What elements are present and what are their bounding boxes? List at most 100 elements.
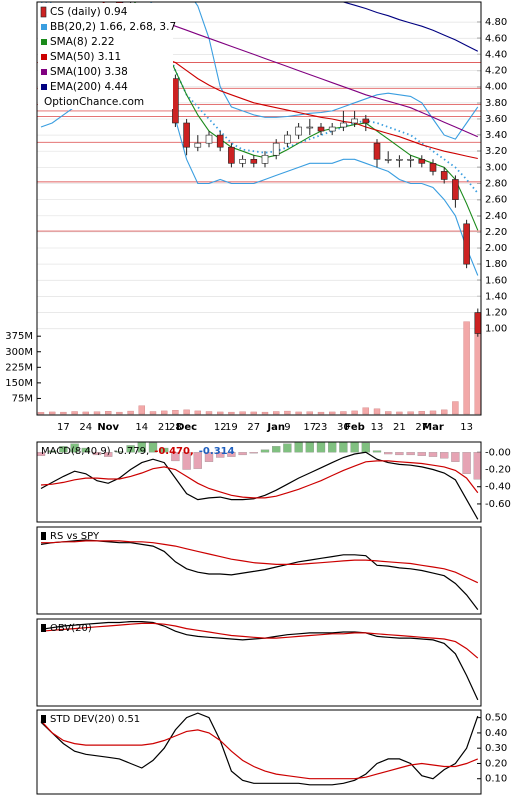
x-tick-label: 13 (460, 422, 473, 433)
histogram-bar (272, 446, 281, 453)
y-tick-label: -0.00 (485, 447, 511, 458)
volume-bar (441, 409, 448, 415)
volume-bar (385, 411, 392, 415)
indicator-line (117, 2, 479, 138)
legend-label: EMA(200) 4.44 (50, 81, 128, 93)
x-tick-label: 17 (57, 422, 70, 433)
legend-label: BB(20,2) 1.66, 2.68, 3.7 (50, 21, 176, 33)
y-tick-label: 2.80 (485, 178, 507, 189)
histogram-bar (260, 449, 270, 453)
legend-label: SMA(8) 2.22 (50, 36, 115, 48)
histogram-bar (104, 452, 113, 457)
x-tick-label: Jan (266, 422, 285, 433)
histogram-bar (70, 443, 79, 453)
histogram-bar (462, 452, 471, 474)
candle-body (194, 142, 202, 148)
indicator-line (40, 720, 479, 780)
candle-body (183, 122, 190, 148)
bb-upper (194, 2, 479, 140)
volume-bar (340, 411, 347, 415)
x-tick-label: 24 (79, 422, 92, 433)
indicator-line (40, 539, 479, 610)
histogram-bar (182, 452, 191, 470)
histogram-bar (126, 445, 135, 453)
histogram-bar (59, 446, 68, 453)
macd-line (40, 460, 479, 499)
volume-bar (71, 411, 78, 415)
volume-bar (138, 405, 146, 415)
volume-bar (60, 411, 67, 415)
legend-label: -0.314 (199, 446, 235, 457)
candle-body (440, 171, 448, 180)
histogram-bar (115, 451, 124, 453)
x-tick-label: 23 (315, 422, 328, 433)
volume-tick-label: 375M (5, 331, 33, 342)
panel-title: STD DEV(20) 0.51 (50, 714, 140, 725)
volume-bar (295, 411, 302, 415)
legend-label: -0.470, (154, 446, 194, 457)
candle-body (328, 126, 336, 132)
volume-bar (351, 410, 358, 415)
histogram-bar (428, 452, 438, 457)
x-tick-label: 12 (214, 422, 227, 433)
volume-bar (362, 407, 369, 415)
x-tick-label: 13 (371, 422, 384, 433)
y-tick-label: 4.00 (485, 82, 507, 93)
volume-bar (418, 411, 425, 415)
candle-body (396, 158, 403, 161)
legend-marker (41, 24, 47, 30)
volume-bar (317, 411, 325, 415)
x-tick-label: 9 (284, 422, 290, 433)
volume-bar (172, 410, 179, 415)
histogram-bar (249, 452, 258, 454)
volume-bar (407, 411, 414, 415)
indicator-line (40, 622, 479, 659)
panel-frame (36, 526, 482, 615)
candle-body (362, 118, 370, 124)
histogram-bar (238, 452, 247, 456)
y-tick-label: -0.40 (485, 482, 511, 493)
indicator-line (40, 712, 479, 786)
candle-body (463, 223, 470, 265)
legend: CS (daily) 0.94 BB(20,2) 1.66, 2.68, 3.7 S… (38, 3, 176, 109)
candle-body (384, 158, 392, 161)
x-tick-label: 30 (337, 422, 350, 433)
y-tick-label: 4.20 (485, 66, 507, 77)
candle-body (474, 312, 481, 334)
legend-label: SMA(50) 3.11 (50, 51, 121, 63)
histogram-bar (406, 452, 415, 456)
y-tick-label: 2.20 (485, 227, 507, 238)
y-tick-label: 1.20 (485, 308, 507, 319)
candle-body (407, 158, 414, 161)
histogram-bar (283, 443, 292, 453)
y-tick-label: 0.30 (485, 743, 507, 754)
histogram-bar (372, 450, 382, 453)
candle-body (306, 126, 314, 129)
volume-bar (216, 411, 224, 415)
volume-bar (104, 411, 112, 415)
volume-bar (463, 321, 470, 415)
x-tick-label: 21 (393, 422, 406, 433)
histogram-bar (417, 452, 426, 456)
candle-body (205, 134, 213, 144)
histogram-bar (451, 452, 460, 462)
y-tick-label: 4.40 (485, 49, 507, 60)
candle-body (261, 154, 269, 164)
x-tick-label: 17 (303, 422, 316, 433)
legend-marker (40, 6, 47, 18)
x-tick-label: 28 (169, 422, 182, 433)
x-tick-label: 27 (247, 422, 260, 433)
legend-label: SMA(100) 3.38 (50, 66, 128, 78)
candle-body (172, 78, 179, 124)
volume-bar (37, 412, 45, 415)
histogram-bar (395, 452, 404, 456)
panel-title: OBV(20) (50, 623, 92, 634)
panel-frame (36, 618, 482, 707)
y-tick-label: -0.20 (485, 465, 511, 476)
indicator-line (40, 621, 479, 701)
y-tick-label: 2.00 (485, 243, 507, 254)
y-tick-label: 1.00 (485, 324, 507, 335)
legend-marker (41, 84, 47, 90)
x-tick-label: 14 (135, 422, 148, 433)
